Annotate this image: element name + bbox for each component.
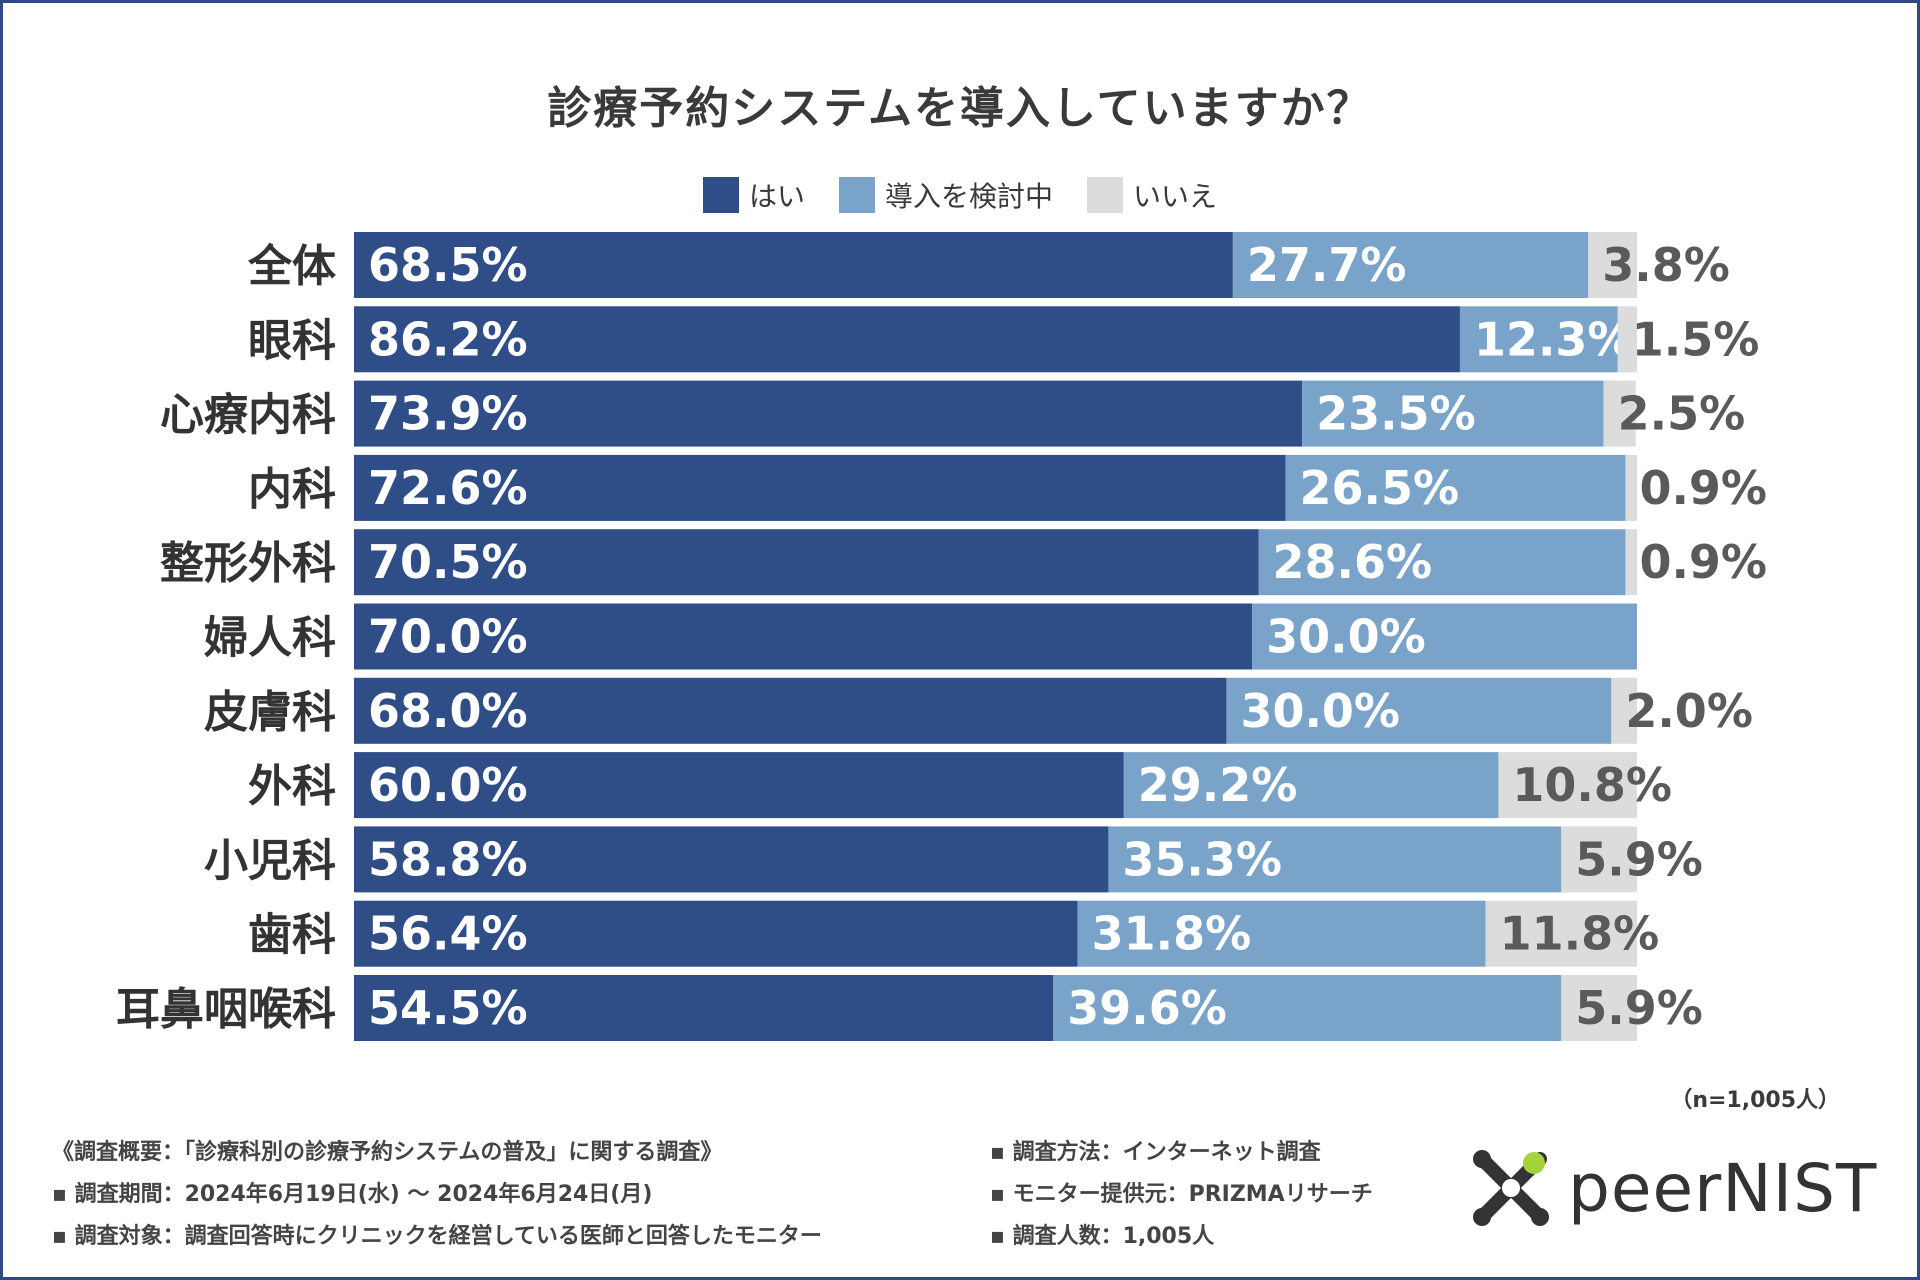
category-label: 耳鼻咽喉科: [116, 984, 336, 1035]
bar-no: [1498, 752, 1637, 819]
legend-swatch-no: [1087, 177, 1123, 213]
data-label-no: 11.8%: [1500, 907, 1660, 961]
bar-yes: [354, 232, 1233, 298]
data-label-yes: 72.6%: [368, 461, 528, 515]
category-label: 整形外科: [160, 538, 336, 589]
bar-no: [1625, 454, 1637, 521]
survey-count: ▪ 調査人数：1,005人: [990, 1224, 1215, 1249]
bar-no: [1561, 975, 1637, 1041]
data-label-considering: 35.3%: [1122, 832, 1282, 886]
data-label-yes: 58.8%: [368, 832, 528, 886]
data-label-yes: 68.0%: [368, 684, 528, 738]
data-label-yes: 70.5%: [368, 535, 528, 589]
bar-no: [1617, 306, 1637, 373]
data-label-no: 5.9%: [1575, 981, 1703, 1035]
data-label-considering: 29.2%: [1138, 758, 1298, 812]
bar-considering: [1258, 529, 1626, 596]
data-label-no: 3.8%: [1602, 238, 1730, 292]
bar-considering: [1108, 826, 1562, 893]
data-label-yes: 60.0%: [368, 758, 528, 812]
bar-considering: [1226, 677, 1612, 744]
peernist-logo-icon: [1473, 1150, 1549, 1226]
data-label-no: 0.9%: [1639, 535, 1767, 589]
survey-period: ▪ 調査期間：2024年6月19日(水) ～ 2024年6月24日(月): [52, 1182, 653, 1207]
bar-considering: [1459, 306, 1618, 373]
data-label-yes: 86.2%: [368, 312, 528, 366]
category-label: 眼科: [248, 315, 336, 366]
bar-yes: [354, 677, 1227, 744]
survey-method: ▪ 調査方法：インターネット調査: [990, 1140, 1321, 1165]
data-label-considering: 39.6%: [1067, 981, 1227, 1035]
category-label: 内科: [248, 464, 336, 515]
category-label: 全体: [247, 241, 336, 292]
bar-yes: [354, 826, 1109, 893]
bar-yes: [354, 306, 1460, 373]
bar-no: [1611, 677, 1637, 744]
data-label-no: 2.0%: [1625, 684, 1753, 738]
data-label-no: 0.9%: [1639, 461, 1767, 515]
chart-legend: はい 導入を検討中 いいえ: [0, 175, 1920, 215]
category-label: 歯科: [248, 910, 336, 961]
bar-yes: [354, 975, 1054, 1041]
bar-considering: [1077, 900, 1486, 967]
data-label-yes: 54.5%: [368, 981, 528, 1035]
data-label-considering: 30.0%: [1240, 684, 1400, 738]
data-label-no: 5.9%: [1575, 832, 1703, 886]
data-label-yes: 56.4%: [368, 907, 528, 961]
data-label-no: 10.8%: [1512, 758, 1672, 812]
data-label-yes: 70.0%: [368, 610, 528, 664]
bar-yes: [354, 900, 1078, 967]
category-label: 外科: [248, 761, 336, 812]
bar-yes: [354, 380, 1303, 447]
peernist-logo: peerNIST: [1468, 1138, 1888, 1238]
bar-yes: [354, 603, 1253, 670]
data-label-considering: 12.3%: [1474, 312, 1634, 366]
legend-item-yes: はい: [702, 175, 805, 215]
data-label-yes: 73.9%: [368, 387, 528, 441]
data-label-considering: 30.0%: [1266, 610, 1426, 664]
bar-no: [1485, 900, 1637, 967]
survey-target: ▪ 調査対象：調査回答時にクリニックを経営している医師と回答したモニター: [52, 1224, 822, 1249]
bar-considering: [1302, 380, 1604, 447]
bar-no: [1603, 380, 1636, 447]
bar-no: [1561, 826, 1637, 893]
bar-considering: [1285, 454, 1626, 521]
data-label-no: 1.5%: [1632, 312, 1760, 366]
survey-overview-title: 《調査概要：「診療科別の診療予約システムの普及」に関する調査》: [52, 1140, 723, 1165]
data-label-considering: 27.7%: [1247, 238, 1407, 292]
bar-considering: [1053, 975, 1562, 1041]
bar-considering: [1232, 232, 1589, 298]
data-label-considering: 26.5%: [1299, 461, 1459, 515]
legend-label-no: いいえ: [1133, 180, 1218, 213]
data-label-considering: 23.5%: [1316, 387, 1476, 441]
survey-details: ▪ 調査方法：インターネット調査 ▪ モニター提供元：PRIZMAリサーチ ▪ …: [990, 1132, 1373, 1258]
logo-text: peerNIST: [1568, 1149, 1878, 1227]
legend-item-no: いいえ: [1087, 175, 1217, 215]
data-label-yes: 68.5%: [368, 238, 528, 292]
bar-no: [1625, 529, 1637, 596]
data-label-no: 2.5%: [1618, 387, 1746, 441]
category-label: 婦人科: [204, 613, 336, 664]
sample-size-label: （n=1,005人）: [1670, 1088, 1840, 1113]
bar-yes: [354, 529, 1259, 596]
legend-swatch-yes: [702, 177, 739, 213]
data-label-considering: 31.8%: [1092, 907, 1252, 961]
category-label: 小児科: [204, 835, 336, 886]
legend-label-considering: 導入を検討中: [884, 180, 1053, 213]
legend-swatch-considering: [838, 177, 875, 213]
survey-overview: 《調査概要：「診療科別の診療予約システムの普及」に関する調査》 ▪ 調査期間：2…: [52, 1132, 822, 1258]
bar-considering: [1252, 603, 1637, 670]
category-label: 心療内科: [160, 390, 336, 441]
legend-item-considering: 導入を検討中: [838, 175, 1053, 215]
bar-yes: [354, 752, 1124, 819]
category-label: 皮膚科: [204, 687, 336, 738]
data-label-considering: 28.6%: [1273, 535, 1433, 589]
bar-considering: [1123, 752, 1499, 819]
survey-provider: ▪ モニター提供元：PRIZMAリサーチ: [990, 1182, 1373, 1207]
bar-no: [1588, 232, 1637, 298]
legend-label-yes: はい: [748, 180, 805, 213]
chart-title: 診療予約システムを導入していますか？: [547, 83, 1373, 134]
bar-yes: [354, 454, 1286, 521]
